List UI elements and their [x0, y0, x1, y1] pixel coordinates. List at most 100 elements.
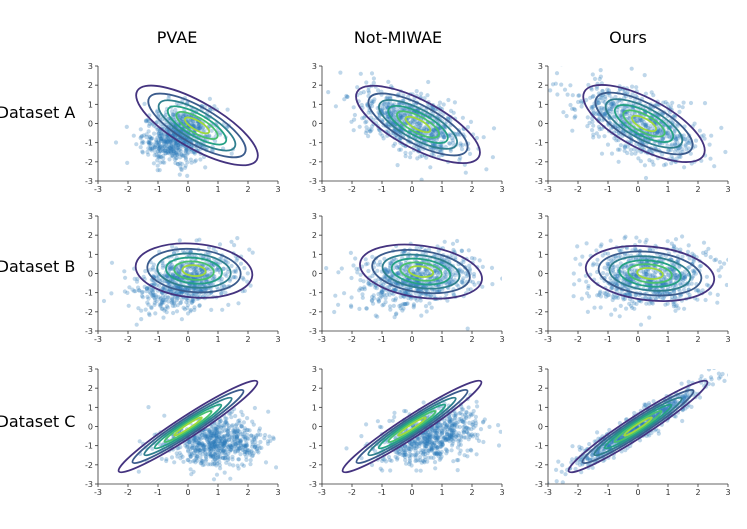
scatter-point: [130, 287, 135, 292]
scatter-point: [179, 167, 184, 173]
scatter-point: [657, 128, 663, 133]
scatter-point: [656, 127, 661, 132]
scatter-point: [592, 305, 597, 310]
x-tick-label: -2: [574, 185, 582, 194]
scatter-point: [614, 289, 619, 294]
scatter-point: [236, 466, 241, 471]
scatter-point: [589, 87, 594, 92]
scatter-point: [615, 107, 620, 112]
scatter-point: [167, 139, 172, 144]
scatter-point: [158, 297, 163, 302]
scatter-point: [601, 271, 606, 276]
scatter-point: [400, 250, 405, 255]
scatter-point: [362, 285, 367, 290]
contour-level: [608, 255, 692, 292]
scatter-point: [169, 147, 174, 152]
x-tick-label: 3: [275, 335, 280, 344]
scatter-point: [165, 140, 170, 145]
scatter-point: [164, 149, 169, 154]
scatter-point: [165, 287, 170, 292]
scatter-point: [655, 129, 661, 134]
scatter-point: [202, 128, 207, 133]
scatter-point: [262, 436, 267, 441]
scatter-point: [642, 73, 647, 78]
scatter-point: [146, 285, 151, 290]
scatter-point: [611, 101, 616, 106]
x-tick-label: 0: [635, 185, 640, 194]
x-tick-label: 0: [185, 335, 190, 344]
scatter-point: [691, 259, 696, 264]
scatter-point: [124, 124, 129, 129]
scatter-point: [180, 116, 185, 121]
scatter-point: [358, 91, 363, 96]
scatter-point: [190, 122, 195, 127]
scatter-point: [633, 273, 639, 278]
scatter-point: [585, 115, 590, 120]
scatter-point: [173, 295, 178, 300]
scatter-point: [194, 271, 199, 276]
scatter-point: [380, 133, 385, 138]
scatter-points: [326, 70, 497, 181]
scatter-point: [184, 300, 189, 305]
scatter-point: [681, 278, 686, 283]
scatter-point: [671, 302, 676, 307]
scatter-point: [451, 291, 456, 296]
scatter-point: [418, 123, 423, 128]
scatter-point: [644, 269, 649, 274]
scatter-point: [394, 287, 399, 292]
scatter-point: [174, 146, 179, 151]
scatter-point: [357, 124, 362, 129]
scatter-point: [630, 92, 635, 97]
scatter-point: [603, 94, 608, 99]
scatter-point: [155, 140, 160, 145]
scatter-point: [400, 113, 406, 118]
scatter-point: [651, 162, 656, 167]
scatter-point: [189, 160, 194, 165]
scatter-point: [432, 107, 437, 112]
scatter-point: [158, 154, 163, 159]
scatter-point: [600, 118, 605, 123]
scatter-point: [133, 289, 138, 294]
scatter-point: [589, 106, 594, 111]
scatter-point: [189, 292, 194, 297]
scatter-point: [436, 148, 441, 153]
scatter-point: [669, 266, 674, 272]
scatter-point: [183, 113, 188, 118]
scatter-point: [602, 265, 607, 270]
scatter-point: [163, 151, 168, 156]
scatter-point: [226, 427, 231, 432]
scatter-point: [724, 282, 728, 288]
scatter-point: [364, 306, 369, 311]
scatter-point: [147, 290, 152, 295]
scatter-point: [600, 89, 605, 94]
contour-level: [355, 84, 481, 165]
scatter-point: [193, 158, 198, 163]
y-tick-label: 3: [312, 62, 317, 71]
scatter-point: [193, 268, 198, 273]
scatter-point: [450, 136, 455, 141]
scatter-point: [425, 93, 430, 98]
scatter-point: [384, 268, 389, 273]
contour-level: [604, 98, 684, 149]
scatter-point: [450, 138, 455, 143]
scatter-point: [370, 295, 375, 300]
scatter-point: [605, 87, 610, 92]
scatter-point: [644, 272, 649, 277]
scatter-point: [616, 138, 621, 143]
scatter-point: [238, 439, 243, 444]
scatter-point: [373, 313, 378, 318]
scatter-point: [154, 139, 159, 144]
scatter-point: [678, 282, 683, 287]
scatter-point: [416, 270, 421, 275]
scatter-point: [174, 142, 179, 147]
scatter-point: [608, 276, 613, 281]
scatter-point: [393, 287, 398, 292]
scatter-point: [150, 146, 155, 152]
x-tick-label: 3: [725, 185, 730, 194]
scatter-point: [443, 270, 448, 275]
scatter-point: [364, 125, 369, 130]
scatter-point: [548, 88, 553, 93]
scatter-point: [387, 284, 392, 289]
scatter-point: [472, 282, 477, 287]
scatter-point: [559, 82, 564, 87]
